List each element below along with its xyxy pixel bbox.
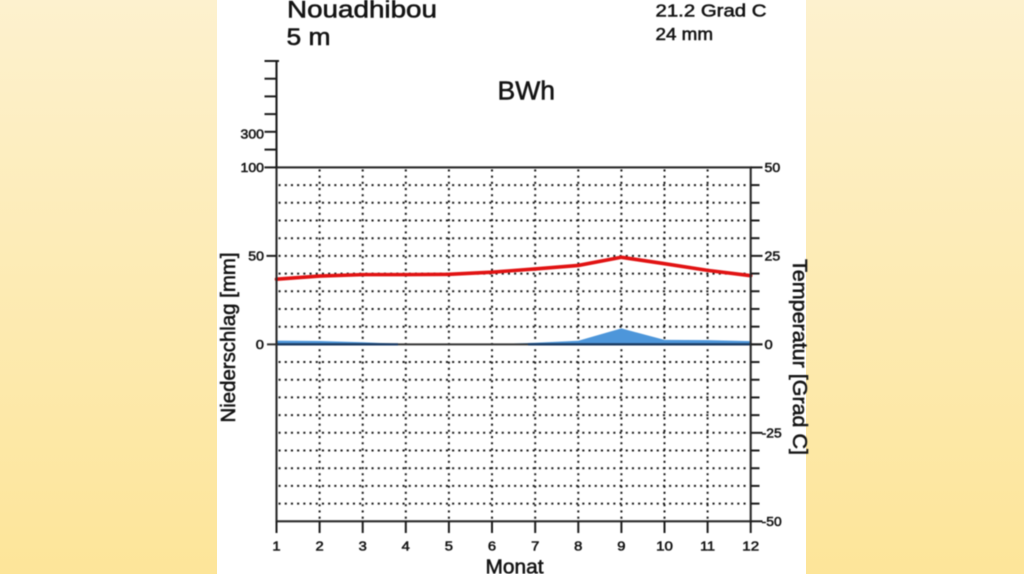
svg-text:0: 0 <box>765 337 773 352</box>
svg-text:-50: -50 <box>762 514 782 529</box>
svg-text:8: 8 <box>574 538 582 553</box>
svg-text:6: 6 <box>488 538 496 553</box>
svg-text:0: 0 <box>256 337 264 352</box>
svg-text:1: 1 <box>272 538 280 553</box>
svg-text:Nouadhibou: Nouadhibou <box>287 0 437 24</box>
svg-text:100: 100 <box>241 160 265 175</box>
svg-text:300: 300 <box>241 127 265 142</box>
svg-text:5: 5 <box>445 538 453 553</box>
svg-text:2: 2 <box>316 538 324 553</box>
svg-text:50: 50 <box>248 249 264 264</box>
svg-text:3: 3 <box>359 538 367 553</box>
svg-text:10: 10 <box>656 538 673 553</box>
svg-text:24 mm: 24 mm <box>656 24 714 44</box>
svg-text:Monat: Monat <box>486 556 544 574</box>
svg-text:12: 12 <box>742 538 759 553</box>
svg-text:50: 50 <box>765 160 781 175</box>
svg-text:5 m: 5 m <box>287 24 331 51</box>
svg-text:Niederschlag [mm]: Niederschlag [mm] <box>217 252 240 422</box>
svg-text:11: 11 <box>700 538 715 553</box>
svg-text:21.2 Grad C: 21.2 Grad C <box>656 1 767 21</box>
svg-text:4: 4 <box>402 538 410 553</box>
svg-text:7: 7 <box>531 538 539 553</box>
svg-text:9: 9 <box>617 538 625 553</box>
svg-text:-25: -25 <box>762 426 782 441</box>
svg-text:BWh: BWh <box>498 75 556 105</box>
svg-text:Temperatur [Grad C]: Temperatur [Grad C] <box>788 259 811 455</box>
svg-text:25: 25 <box>765 249 781 264</box>
